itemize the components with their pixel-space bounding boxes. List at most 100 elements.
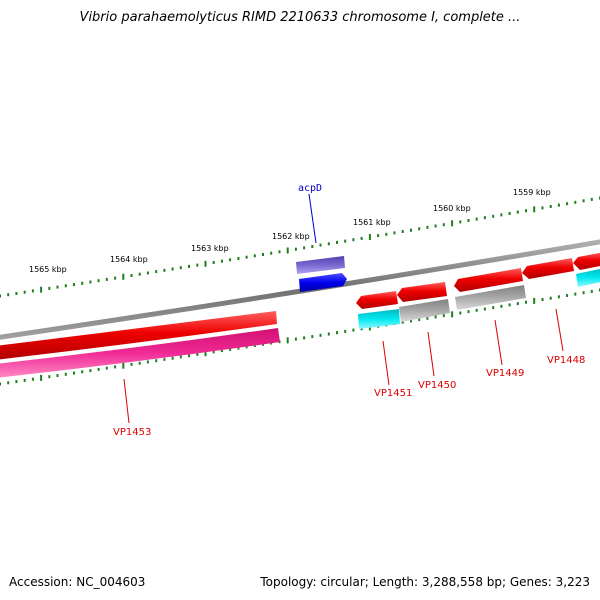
minor-tick	[97, 279, 100, 283]
minor-tick	[163, 268, 166, 272]
minor-tick	[7, 293, 10, 297]
minor-tick	[56, 374, 59, 377]
minor-tick	[344, 329, 347, 333]
minor-tick	[590, 197, 593, 201]
minor-tick	[442, 314, 445, 318]
minor-tick	[15, 292, 18, 295]
leader-VP1451	[382, 340, 390, 386]
minor-tick	[220, 349, 223, 353]
minor-tick	[0, 382, 1, 386]
minor-tick	[516, 210, 519, 214]
minor-tick	[475, 308, 478, 312]
minor-tick	[557, 295, 560, 299]
minor-tick	[229, 347, 232, 351]
scale-label-1565: 1565 kbp	[29, 265, 67, 274]
minor-tick	[311, 245, 314, 248]
accession-text: Accession: NC_004603	[9, 575, 146, 589]
minor-tick	[303, 246, 306, 250]
minor-tick	[48, 375, 51, 379]
gene-VP1450-gray[interactable]	[399, 299, 450, 322]
major-tick	[40, 286, 43, 293]
gene-VP1451-cyan[interactable]	[358, 309, 400, 329]
minor-tick	[114, 276, 117, 280]
gene-edge-cyan[interactable]	[576, 268, 600, 287]
minor-tick	[344, 239, 347, 243]
minor-tick	[434, 315, 437, 319]
minor-tick	[336, 331, 338, 335]
minor-tick	[360, 236, 363, 240]
gene-VP1449-gray[interactable]	[455, 285, 526, 310]
minor-tick	[352, 328, 355, 332]
gene-VP1453-magenta[interactable]	[0, 328, 280, 378]
minor-tick	[418, 318, 421, 322]
minor-tick	[81, 281, 84, 285]
minor-tick	[262, 253, 264, 256]
gene-VP1451-red[interactable]	[356, 291, 398, 309]
minor-tick	[401, 230, 404, 233]
gene-VP1448-red[interactable]	[522, 258, 574, 279]
major-tick	[204, 350, 207, 357]
minor-tick	[327, 332, 330, 336]
minor-tick	[138, 361, 141, 365]
minor-tick	[155, 270, 158, 274]
scale-label-1564: 1564 kbp	[110, 255, 148, 264]
minor-tick	[212, 261, 215, 264]
gene-label-VP1453: VP1453	[113, 427, 151, 438]
minor-tick	[294, 247, 297, 251]
minor-tick	[278, 250, 281, 254]
minor-tick	[467, 219, 470, 222]
gene-label-VP1450: VP1450	[418, 380, 456, 391]
minor-tick	[146, 271, 149, 275]
minor-tick	[377, 234, 380, 238]
minor-tick	[171, 267, 174, 271]
minor-tick	[516, 302, 519, 306]
minor-tick	[7, 381, 10, 385]
minor-tick	[114, 365, 117, 369]
major-tick	[368, 234, 371, 240]
minor-tick	[138, 272, 141, 276]
gene-VP1453-red[interactable]	[0, 311, 277, 360]
minor-tick	[245, 255, 248, 259]
leader-VP1449	[494, 319, 503, 366]
minor-tick	[508, 303, 511, 307]
major-tick	[286, 337, 289, 344]
minor-tick	[229, 258, 232, 262]
leader-VP1448	[555, 308, 564, 352]
minor-tick	[492, 214, 495, 218]
minor-tick	[188, 264, 190, 268]
gene-acpD-blue[interactable]	[299, 273, 347, 292]
minor-tick	[557, 203, 560, 207]
minor-tick	[467, 310, 470, 314]
major-tick	[204, 260, 207, 267]
minor-tick	[401, 320, 404, 324]
minor-tick	[393, 231, 396, 235]
minor-tick	[253, 254, 256, 258]
major-tick	[451, 220, 454, 227]
minor-tick	[23, 290, 26, 294]
minor-tick	[352, 238, 355, 242]
minor-tick	[64, 284, 67, 288]
minor-tick	[237, 257, 240, 260]
major-tick	[533, 206, 536, 213]
leader-acpD	[308, 193, 317, 244]
gene-edge-red[interactable]	[573, 252, 600, 270]
minor-tick	[146, 360, 149, 364]
minor-tick	[15, 380, 18, 384]
minor-tick	[336, 240, 338, 244]
gene-VP1450-red[interactable]	[397, 282, 447, 302]
major-tick	[533, 297, 536, 304]
gene-VP1449-red[interactable]	[454, 268, 523, 292]
minor-tick	[426, 316, 429, 320]
major-tick	[40, 374, 43, 381]
minor-tick	[410, 319, 412, 323]
gene-label-VP1449: VP1449	[486, 368, 524, 379]
gene-acpD-purple[interactable]	[296, 256, 345, 274]
major-tick	[122, 273, 125, 280]
minor-tick	[525, 300, 527, 304]
minor-tick	[434, 224, 437, 228]
minor-tick	[64, 372, 67, 376]
minor-tick	[163, 357, 166, 361]
minor-tick	[500, 213, 503, 217]
minor-tick	[73, 283, 75, 287]
